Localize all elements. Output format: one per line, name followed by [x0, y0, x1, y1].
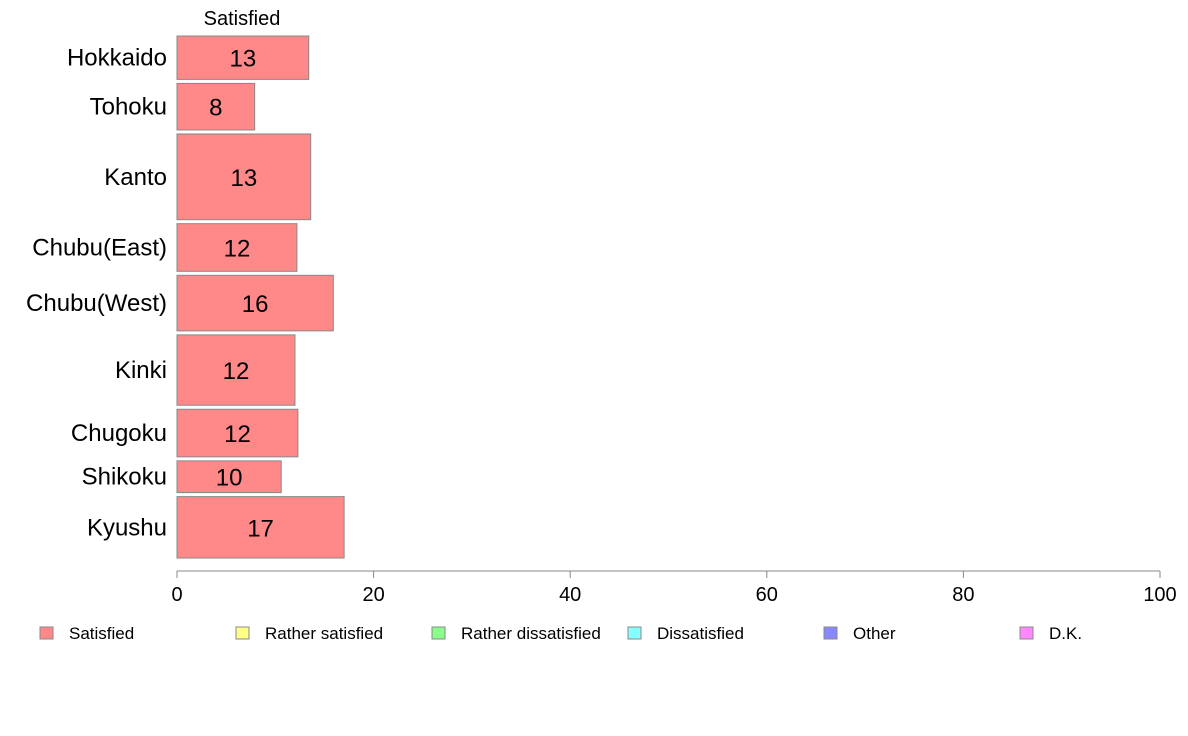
legend-label: Dissatisfied — [657, 624, 744, 643]
category-label: Kanto — [104, 164, 167, 191]
legend-label: Rather satisfied — [265, 624, 383, 643]
bar-value-label: 13 — [230, 46, 257, 73]
bar-value-label: 17 — [247, 515, 274, 542]
bar-value-label: 12 — [224, 235, 251, 262]
category-label: Hokkaido — [67, 45, 167, 72]
x-axis: 0 20 40 60 80 100 — [171, 570, 1177, 606]
legend-swatch — [823, 626, 838, 640]
x-tick-label: 100 — [1143, 584, 1176, 606]
x-tick-label: 0 — [171, 584, 182, 606]
bar-value-label: 8 — [209, 95, 222, 122]
bar-segment — [176, 460, 282, 494]
category-labels: Hokkaido Tohoku Kanto Chubu(East) Chubu(West… — [26, 45, 167, 542]
bar-segment — [176, 274, 334, 332]
x-tick-label: 40 — [559, 584, 581, 606]
legend-swatch — [1019, 626, 1034, 640]
bar-value-label: 13 — [230, 165, 257, 192]
bar-value-label: 12 — [224, 421, 251, 448]
legend-swatch — [235, 626, 250, 640]
category-label: Tohoku — [90, 94, 167, 121]
bar-segment — [176, 82, 256, 131]
x-tick-label: 60 — [756, 584, 778, 606]
legend-label: Rather dissatisfied — [461, 624, 601, 643]
legend-label: D.K. — [1049, 624, 1082, 643]
bar-segment — [176, 408, 299, 458]
column-header: Satisfied — [204, 8, 281, 30]
x-tick-label: 80 — [952, 584, 974, 606]
category-label: Chugoku — [71, 420, 167, 447]
bar-segment — [176, 35, 310, 80]
legend-swatch — [39, 626, 54, 640]
bar-segment — [176, 133, 312, 221]
bar-segment — [176, 334, 296, 406]
bar-value-label: 10 — [216, 465, 243, 492]
category-label: Chubu(East) — [32, 234, 167, 261]
bar-value-label: 16 — [242, 291, 269, 318]
legend-swatch — [431, 626, 446, 640]
x-tick-label: 20 — [362, 584, 384, 606]
category-label: Shikoku — [82, 464, 167, 491]
bar-segment — [176, 223, 298, 272]
category-label: Chubu(West) — [26, 290, 167, 317]
legend-label: Other — [853, 624, 896, 643]
legend: Satisfied Rather satisfied Rather dissatis… — [39, 624, 1082, 643]
legend-label: Satisfied — [69, 624, 134, 643]
legend-swatch — [627, 626, 642, 640]
bar-segment — [176, 496, 345, 559]
category-label: Kyushu — [87, 514, 167, 541]
bar-value-label: 12 — [223, 358, 250, 385]
category-label: Kinki — [115, 357, 167, 384]
